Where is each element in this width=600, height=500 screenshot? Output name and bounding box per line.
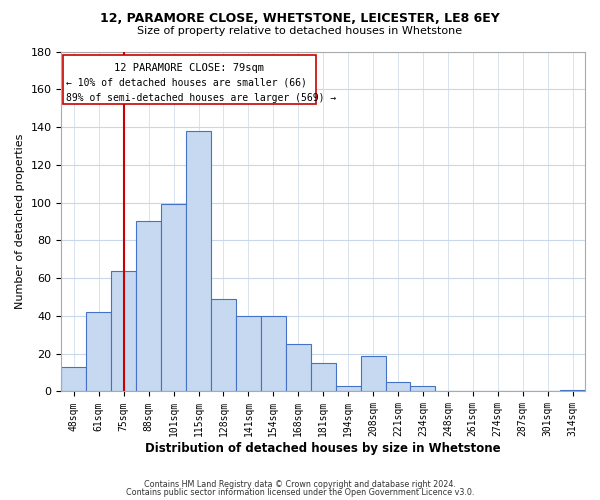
Text: 12 PARAMORE CLOSE: 79sqm: 12 PARAMORE CLOSE: 79sqm — [114, 63, 264, 73]
Bar — [335, 386, 361, 392]
Bar — [236, 316, 261, 392]
X-axis label: Distribution of detached houses by size in Whetstone: Distribution of detached houses by size … — [145, 442, 501, 455]
Text: Contains public sector information licensed under the Open Government Licence v3: Contains public sector information licen… — [126, 488, 474, 497]
Bar — [186, 131, 211, 392]
Bar — [161, 204, 186, 392]
Bar — [386, 382, 410, 392]
Bar — [86, 312, 111, 392]
Text: Contains HM Land Registry data © Crown copyright and database right 2024.: Contains HM Land Registry data © Crown c… — [144, 480, 456, 489]
Y-axis label: Number of detached properties: Number of detached properties — [15, 134, 25, 309]
Bar — [61, 367, 86, 392]
Bar — [410, 386, 436, 392]
Bar — [311, 363, 335, 392]
Bar — [111, 270, 136, 392]
Bar — [261, 316, 286, 392]
Bar — [136, 222, 161, 392]
Text: 89% of semi-detached houses are larger (569) →: 89% of semi-detached houses are larger (… — [67, 93, 337, 103]
Bar — [286, 344, 311, 392]
Bar — [361, 356, 386, 392]
Bar — [560, 390, 585, 392]
Bar — [62, 56, 316, 104]
Text: 12, PARAMORE CLOSE, WHETSTONE, LEICESTER, LE8 6EY: 12, PARAMORE CLOSE, WHETSTONE, LEICESTER… — [100, 12, 500, 26]
Text: Size of property relative to detached houses in Whetstone: Size of property relative to detached ho… — [137, 26, 463, 36]
Text: ← 10% of detached houses are smaller (66): ← 10% of detached houses are smaller (66… — [67, 78, 307, 88]
Bar — [211, 299, 236, 392]
